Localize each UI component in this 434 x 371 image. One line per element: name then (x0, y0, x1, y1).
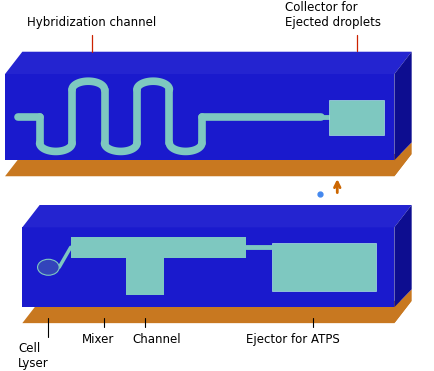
Text: Mixer: Mixer (82, 318, 114, 346)
Text: Channel: Channel (132, 318, 181, 346)
Polygon shape (395, 289, 412, 323)
Polygon shape (22, 301, 412, 323)
Text: Ejector for ATPS: Ejector for ATPS (246, 318, 339, 346)
Polygon shape (395, 142, 412, 176)
Text: Collector for
Ejected droplets: Collector for Ejected droplets (285, 1, 381, 50)
Bar (126, 258, 164, 295)
Bar (272, 243, 376, 291)
Text: Cell
Lyser: Cell Lyser (18, 318, 49, 370)
Polygon shape (395, 52, 412, 160)
Circle shape (38, 259, 59, 275)
Bar (329, 100, 384, 135)
Polygon shape (22, 205, 412, 227)
Polygon shape (5, 74, 395, 160)
Polygon shape (22, 227, 395, 307)
Polygon shape (5, 154, 412, 176)
Bar (71, 237, 246, 258)
Text: Hybridization channel: Hybridization channel (26, 16, 156, 52)
Polygon shape (395, 205, 412, 307)
Polygon shape (5, 52, 412, 74)
